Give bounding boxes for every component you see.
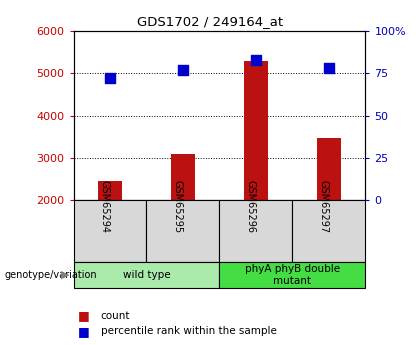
Bar [147, 200, 220, 262]
Bar [171, 154, 194, 200]
Text: genotype/variation: genotype/variation [4, 270, 97, 280]
Bar [317, 138, 341, 200]
Text: ■: ■ [78, 309, 89, 322]
Text: GDS1702 / 249164_at: GDS1702 / 249164_at [137, 16, 283, 29]
Bar [292, 200, 365, 262]
Text: count: count [101, 311, 130, 321]
Text: phyA phyB double
mutant: phyA phyB double mutant [245, 264, 340, 286]
Text: GSM65296: GSM65296 [246, 180, 256, 233]
Text: GSM65297: GSM65297 [319, 180, 329, 233]
Text: percentile rank within the sample: percentile rank within the sample [101, 326, 277, 336]
Text: GSM65295: GSM65295 [173, 180, 183, 233]
Point [107, 76, 113, 81]
Bar [74, 262, 220, 288]
Point [252, 57, 259, 62]
Point [180, 67, 186, 73]
Bar [74, 200, 147, 262]
Bar [244, 61, 268, 200]
Bar [220, 262, 365, 288]
Bar [220, 200, 292, 262]
Text: ▶: ▶ [61, 270, 69, 280]
Text: wild type: wild type [123, 270, 170, 280]
Text: GSM65294: GSM65294 [100, 180, 110, 233]
Text: ■: ■ [78, 325, 89, 338]
Bar [98, 181, 122, 200]
Point [326, 66, 332, 71]
